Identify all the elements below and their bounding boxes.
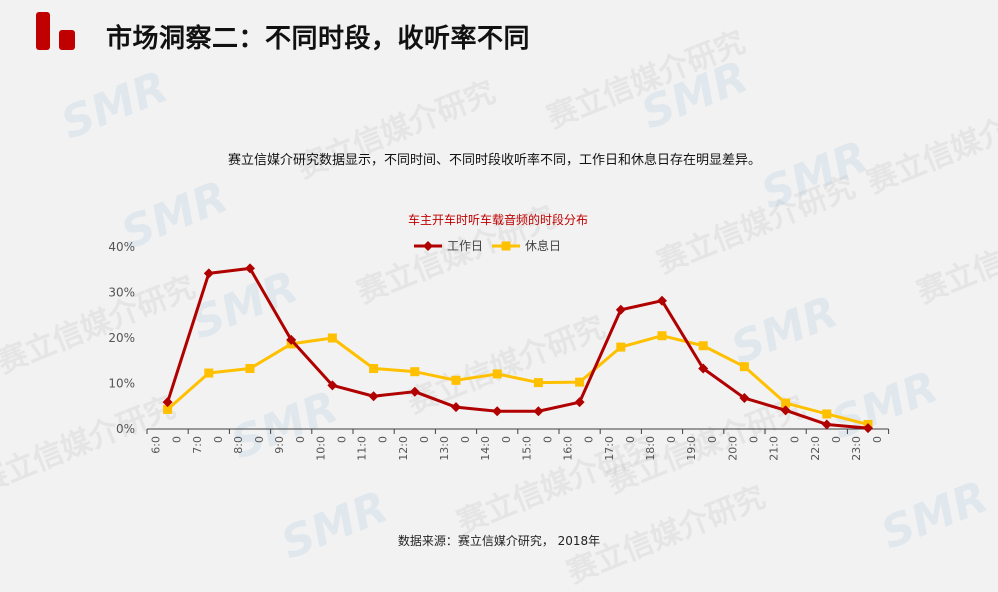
x-tick-label-suffix: 0 <box>377 436 390 443</box>
x-tick-label: 20:0 <box>726 436 739 461</box>
line-chart: 车主开车时听车载音频的时段分布 0% 10% 20% 30% 40% 6:0 0 7:0 0 8:0… <box>108 212 890 461</box>
data-point-workday <box>739 393 750 404</box>
x-tick-label: 23:0 <box>850 436 863 461</box>
data-point-weekend <box>451 375 461 385</box>
brand-logo-bar-short <box>59 30 75 50</box>
x-tick-label: 7:0 <box>191 436 204 454</box>
y-tick-label: 40% <box>108 240 135 254</box>
series-line-weekend <box>166 334 869 426</box>
description-text: 赛立信媒介研究数据显示，不同时间、不同时段收听率不同，工作日和休息日存在明显差异… <box>228 153 762 168</box>
data-point-weekend <box>327 333 337 343</box>
y-tick-label: 30% <box>108 286 135 300</box>
x-tick-label: 21:0 <box>768 436 781 461</box>
data-point-weekend <box>822 409 832 419</box>
data-point-workday <box>286 334 297 345</box>
x-tick-label: 11:0 <box>356 436 369 461</box>
x-tick-label-suffix: 0 <box>871 436 884 443</box>
data-point-workday <box>780 405 791 416</box>
x-tick-label: 10:0 <box>314 436 327 461</box>
x-tick-label-suffix: 0 <box>253 436 266 443</box>
data-point-weekend <box>616 342 626 352</box>
data-point-weekend <box>657 331 667 341</box>
x-tick-label: 8:0 <box>232 436 245 454</box>
x-tick-label-suffix: 0 <box>541 436 554 443</box>
chart-title: 车主开车时听车载音频的时段分布 <box>408 212 588 227</box>
data-point-workday <box>245 263 255 274</box>
data-point-weekend <box>245 363 255 373</box>
data-point-weekend <box>204 368 214 378</box>
brand-logo-bar-tall <box>36 12 50 50</box>
data-point-workday <box>492 406 503 417</box>
data-point-workday <box>409 386 420 397</box>
legend-label-workday: 工作日 <box>447 239 483 253</box>
data-point-workday <box>203 268 214 279</box>
x-tick-label-suffix: 0 <box>171 436 184 443</box>
x-tick-label: 13:0 <box>438 436 451 461</box>
data-point-workday <box>863 423 873 434</box>
legend-marker <box>423 241 433 251</box>
data-point-weekend <box>410 367 420 377</box>
data-point-workday <box>698 363 709 374</box>
y-tick-label: 10% <box>108 377 135 391</box>
x-tick-label-suffix: 0 <box>624 436 637 443</box>
data-point-workday <box>162 397 173 408</box>
data-point-workday <box>451 402 461 413</box>
x-tick-label-suffix: 0 <box>418 436 431 443</box>
source-note: 数据来源：赛立信媒介研究， 2018年 <box>397 534 601 548</box>
data-point-weekend <box>369 363 379 373</box>
data-point-workday <box>615 304 626 315</box>
x-tick-label: 6:0 <box>150 436 163 454</box>
data-point-weekend <box>163 404 173 414</box>
data-point-workday <box>821 419 832 430</box>
x-tick-label-suffix: 0 <box>500 436 513 443</box>
x-tick-label: 15:0 <box>520 436 533 461</box>
x-tick-label: 22:0 <box>809 436 822 461</box>
series-line-workday <box>166 266 869 430</box>
data-point-weekend <box>533 378 543 388</box>
data-point-weekend <box>698 341 708 351</box>
data-point-workday <box>327 380 338 391</box>
data-point-weekend <box>492 369 502 379</box>
x-tick-label-suffix: 0 <box>335 436 348 443</box>
x-tick-label-suffix: 0 <box>459 436 472 443</box>
x-tick-label-suffix: 0 <box>583 436 596 443</box>
x-tick-label: 19:0 <box>685 436 698 461</box>
x-tick-label-suffix: 0 <box>747 436 760 443</box>
data-point-workday <box>533 406 544 417</box>
x-tick-label: 9:0 <box>273 436 286 454</box>
x-tick-label: 14:0 <box>479 436 492 461</box>
y-tick-label: 0% <box>116 422 135 436</box>
y-tick-label: 20% <box>108 331 135 345</box>
x-tick-label: 16:0 <box>562 436 575 461</box>
legend-label-weekend: 休息日 <box>525 238 561 253</box>
x-tick-label-suffix: 0 <box>212 436 225 443</box>
x-tick-label-suffix: 0 <box>706 436 719 443</box>
x-tick-label: 18:0 <box>644 436 657 461</box>
x-tick-label-suffix: 0 <box>665 436 678 443</box>
data-point-workday <box>574 397 585 408</box>
data-point-weekend <box>575 377 585 387</box>
x-tick-label: 17:0 <box>603 436 616 461</box>
data-point-workday <box>368 391 379 402</box>
x-tick-label-suffix: 0 <box>830 436 843 443</box>
data-point-workday <box>657 295 667 306</box>
x-tick-label-suffix: 0 <box>294 436 307 443</box>
x-tick-label-suffix: 0 <box>789 436 802 443</box>
x-tick-label: 12:0 <box>397 436 410 461</box>
data-point-weekend <box>739 362 749 372</box>
page-title: 市场洞察二：不同时段，收听率不同 <box>106 24 531 54</box>
legend-marker <box>501 241 511 251</box>
data-point-weekend <box>781 398 791 408</box>
